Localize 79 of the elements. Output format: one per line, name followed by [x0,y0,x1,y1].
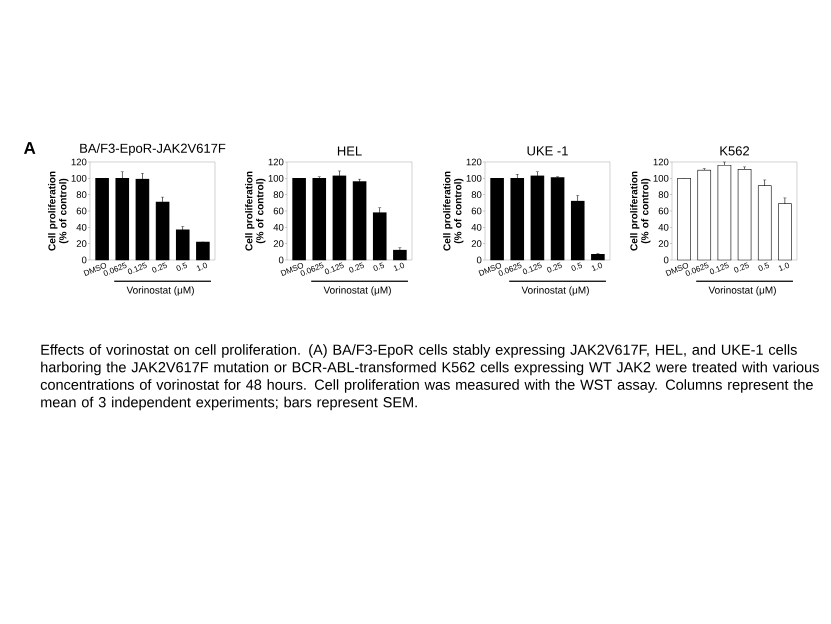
x-tick-label: 1.0 [196,262,208,272]
y-tick-label: 40 [273,224,284,231]
chart-title: BA/F3-EpoR-JAK2V617F [80,143,226,156]
bar [176,229,190,260]
y-tick-label: 100 [466,174,482,182]
bar [550,177,564,260]
x-tick-label: DMSO [666,262,688,276]
y-axis-title: Cell proliferation (% of control) [48,172,68,251]
bar [196,242,210,260]
y-tick-label: 0 [278,256,284,264]
y-tick-label: 0 [476,256,482,264]
chart-title: HEL [338,146,362,156]
bar [510,178,524,260]
y-tick-label: 20 [274,240,284,248]
y-tick-label: 100 [268,174,284,182]
bar [156,202,170,260]
y-tick-label: 20 [472,240,482,248]
bar [738,169,752,260]
y-tick-label: 120 [466,158,482,166]
y-tick-label: 100 [654,174,668,182]
x-tick-label: 0.125 [710,262,729,274]
bar [372,212,387,260]
y-tick-label: 120 [654,158,668,166]
bar [718,164,732,260]
y-tick-label: 60 [658,208,668,214]
x-tick-label: 0.5 [373,262,384,271]
x-tick-label: 1.0 [778,262,790,272]
y-tick-label: 40 [76,224,86,231]
x-tick-label: 0.125 [522,262,542,274]
x-tick-label: 0.25 [547,262,562,272]
y-tick-label: 20 [76,240,86,248]
bar [697,170,712,260]
y-axis-title: Cell proliferation (% of control) [630,172,650,251]
chart-title: UKE -1 [528,146,568,156]
x-tick-label: 0.5 [176,262,188,271]
bar [95,178,109,260]
y-tick-label: 20 [658,240,668,248]
y-tick-label: 0 [664,256,668,264]
y-tick-label: 80 [274,191,284,198]
bar [332,176,346,260]
y-tick-label: 80 [658,191,668,198]
bar [352,181,366,260]
bar [490,178,504,260]
x-tick-label: 1.0 [592,262,602,272]
bar [292,178,306,260]
x-axis-title: Vorinostat (μM) [126,286,194,296]
bar [677,178,691,260]
x-tick-label: 0.5 [758,262,770,271]
text: Effects of vorinostat on cell proliferation. (A) BA/F3-EpoR cells stably expressing JAK2V617F, HEL, and UKE-1 cells harboring the JAK2V617F mutation or BCR-ABL-transformed K562 cells expressing WT JAK2 were treated with various concentrations of vorinostat for 48 hours. Cell proliferation was measured with the WST assay. Columns represent the mean of 3 independent experiments; bars represent SEM. [40,344,819,410]
bar [591,254,605,260]
x-tick-label: 0.125 [324,262,344,274]
y-tick-label: 100 [72,174,86,182]
y-tick-label: 0 [82,256,86,264]
bar [393,250,407,260]
y-tick-label: 120 [268,158,284,166]
text: A [24,142,36,154]
y-tick-label: 60 [76,208,86,214]
y-tick-label: 80 [76,191,86,198]
x-tick-label: 1.0 [394,262,404,272]
x-tick-label: 0.0625 [686,262,709,276]
x-axis-title: Vorinostat (μM) [522,286,589,296]
y-tick-label: 40 [471,224,482,231]
x-tick-label: 0.125 [128,262,147,274]
y-tick-label: 60 [274,208,284,214]
x-tick-label: 0.5 [571,262,582,271]
y-tick-label: 80 [472,191,482,198]
x-tick-label: 0.25 [152,262,167,272]
y-tick-label: 60 [472,208,482,214]
y-tick-label: 120 [72,158,86,166]
bar [530,176,544,260]
x-tick-label: 0.25 [349,262,364,272]
x-tick-label: 0.25 [734,262,749,272]
y-tick-label: 40 [658,224,668,231]
y-axis-title: Cell proliferation (% of control) [443,172,464,251]
x-axis-title: Vorinostat (μM) [708,286,776,296]
x-axis-title: Vorinostat (μM) [324,286,391,296]
bar [312,178,326,260]
y-axis-title: Cell proliferation (% of control) [245,172,266,251]
chart-title: K562 [720,146,750,156]
